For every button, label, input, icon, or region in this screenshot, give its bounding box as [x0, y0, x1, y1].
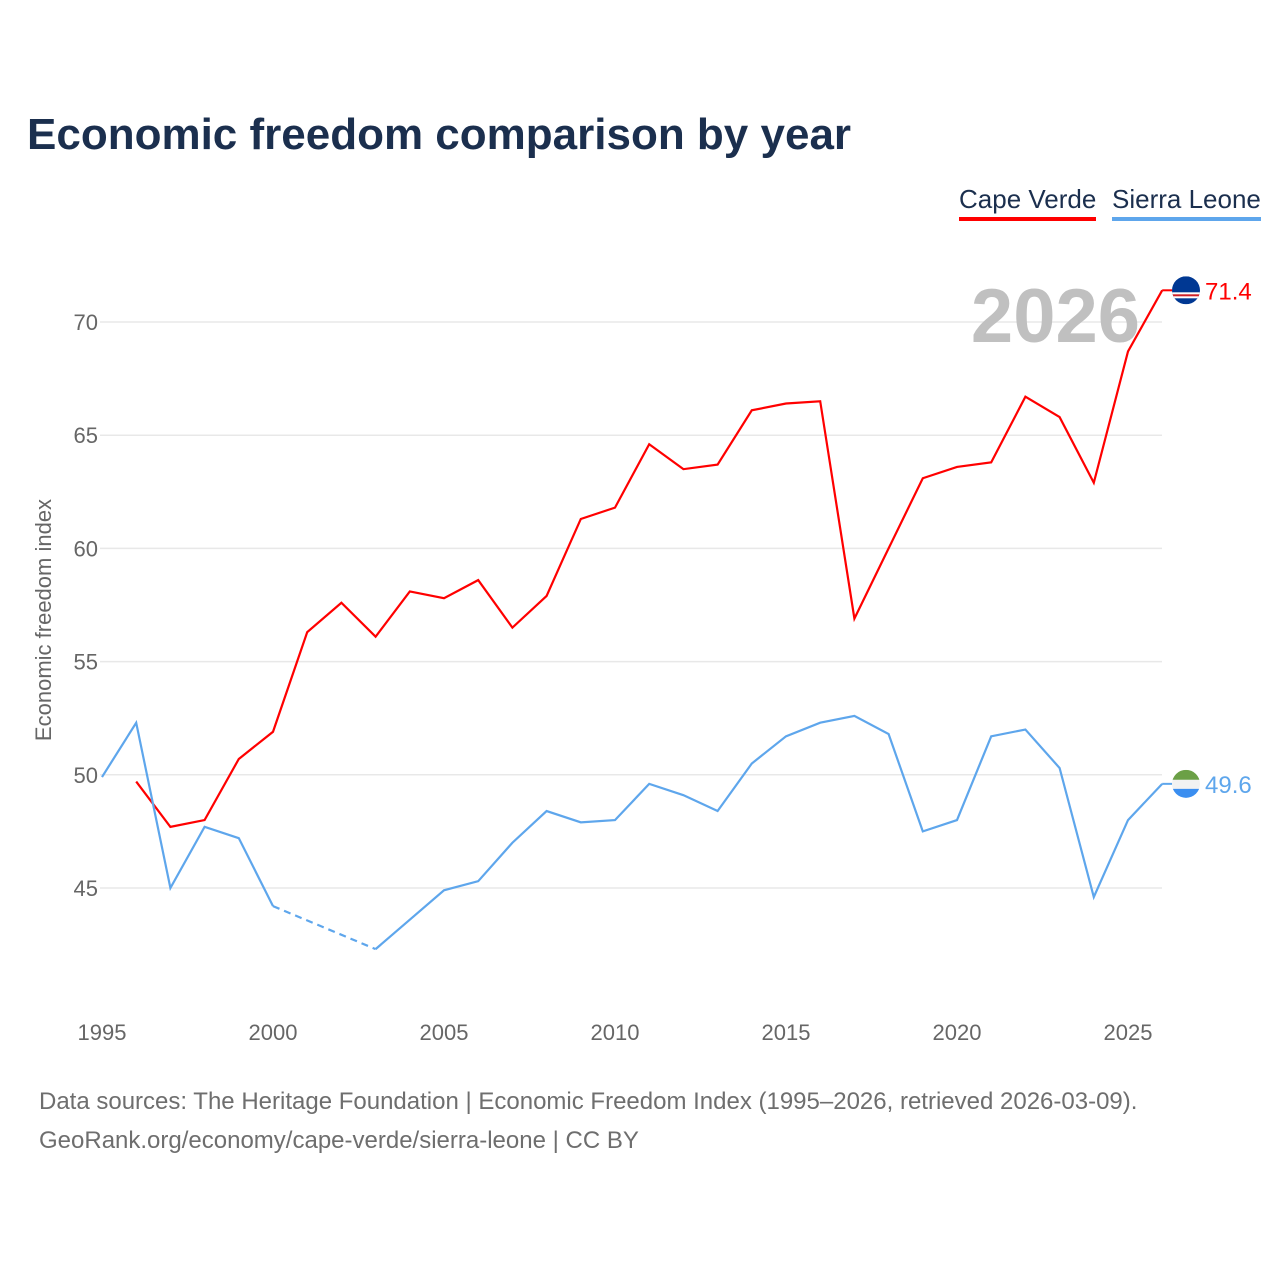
data-point: [887, 732, 891, 736]
y-tick-label: 60: [74, 536, 98, 561]
y-tick-label: 70: [74, 310, 98, 335]
data-point: [852, 714, 856, 718]
data-point: [271, 730, 275, 734]
chart-title: Economic freedom comparison by year: [27, 110, 852, 159]
series-line-1: [374, 714, 1163, 950]
data-point: [818, 721, 822, 725]
x-tick-label: 2015: [762, 1020, 811, 1045]
data-point: [1126, 349, 1130, 353]
data-point: [1023, 395, 1027, 399]
data-point: [203, 818, 207, 822]
year-watermark: 2026: [971, 274, 1140, 359]
x-tick-label: 2025: [1104, 1020, 1153, 1045]
flag-blue: [1172, 788, 1200, 798]
data-point: [647, 442, 651, 446]
data-point: [784, 734, 788, 738]
data-point: [989, 460, 993, 464]
data-point: [476, 578, 480, 582]
data-point: [716, 463, 720, 467]
data-point: [818, 399, 822, 403]
data-point: [374, 947, 378, 951]
flag-body: [1172, 276, 1200, 305]
data-point: [237, 757, 241, 761]
data-point: [613, 506, 617, 510]
y-tick-label: 65: [74, 423, 98, 448]
data-point: [271, 904, 275, 908]
flag-body: [1172, 769, 1200, 798]
series-gap-1: [272, 905, 377, 951]
data-point: [339, 601, 343, 605]
data-point: [1023, 728, 1027, 732]
data-point: [852, 617, 856, 621]
data-point: [545, 594, 549, 598]
x-tick-label: 1995: [78, 1020, 127, 1045]
data-point: [168, 886, 172, 890]
data-point: [237, 836, 241, 840]
legend-cape-verde[interactable]: Cape Verde: [959, 184, 1097, 221]
data-point: [955, 818, 959, 822]
data-point: [921, 476, 925, 480]
data-point: [545, 809, 549, 813]
data-point: [1092, 481, 1096, 485]
x-tick-label: 2010: [591, 1020, 640, 1045]
data-point: [681, 793, 685, 797]
data-point: [887, 546, 891, 550]
data-point: [476, 879, 480, 883]
data-point: [510, 841, 514, 845]
data-point: [681, 467, 685, 471]
data-point: [374, 635, 378, 639]
data-point: [750, 408, 754, 412]
data-point: [716, 809, 720, 813]
data-point: [442, 596, 446, 600]
data-point: [579, 517, 583, 521]
y-tick-label: 45: [74, 876, 98, 901]
x-tick-label: 2020: [933, 1020, 982, 1045]
data-point: [579, 820, 583, 824]
cape-verde-flag-icon: [1172, 276, 1200, 305]
data-point: [1092, 895, 1096, 899]
footer-link[interactable]: GeoRank.org/economy/cape-verde/sierra-le…: [39, 1127, 639, 1154]
data-point: [134, 780, 138, 784]
end-value-label: 71.4: [1205, 278, 1252, 305]
data-point: [168, 825, 172, 829]
data-point: [921, 829, 925, 833]
legend-sierra-leone[interactable]: Sierra Leone: [1112, 184, 1261, 221]
data-point: [1058, 766, 1062, 770]
x-tick-label: 2005: [420, 1020, 469, 1045]
flag-white: [1172, 779, 1200, 789]
footer-sources: Data sources: The Heritage Foundation | …: [39, 1088, 1138, 1115]
series-line-1: [101, 719, 274, 907]
data-point: [203, 825, 207, 829]
y-tick-label: 55: [74, 650, 98, 675]
data-point: [305, 630, 309, 634]
y-tick-label: 50: [74, 763, 98, 788]
x-tick-label: 2000: [249, 1020, 298, 1045]
data-point: [408, 918, 412, 922]
y-axis-label: Economic freedom index: [31, 499, 56, 741]
data-point: [613, 818, 617, 822]
sierra-leone-flag-icon: [1172, 769, 1200, 798]
data-point: [100, 775, 104, 779]
data-point: [408, 589, 412, 593]
data-point: [647, 782, 651, 786]
data-point: [989, 734, 993, 738]
flag-red: [1172, 294, 1200, 297]
data-point: [955, 465, 959, 469]
data-point: [750, 761, 754, 765]
series-line-0: [135, 289, 1164, 829]
data-point: [1058, 415, 1062, 419]
data-point: [784, 402, 788, 406]
data-point: [510, 626, 514, 630]
end-value-label: 49.6: [1205, 772, 1252, 799]
data-point: [134, 721, 138, 725]
flag-blue: [1172, 276, 1200, 305]
data-point: [1126, 818, 1130, 822]
flag-green: [1172, 769, 1200, 780]
data-point: [442, 888, 446, 892]
